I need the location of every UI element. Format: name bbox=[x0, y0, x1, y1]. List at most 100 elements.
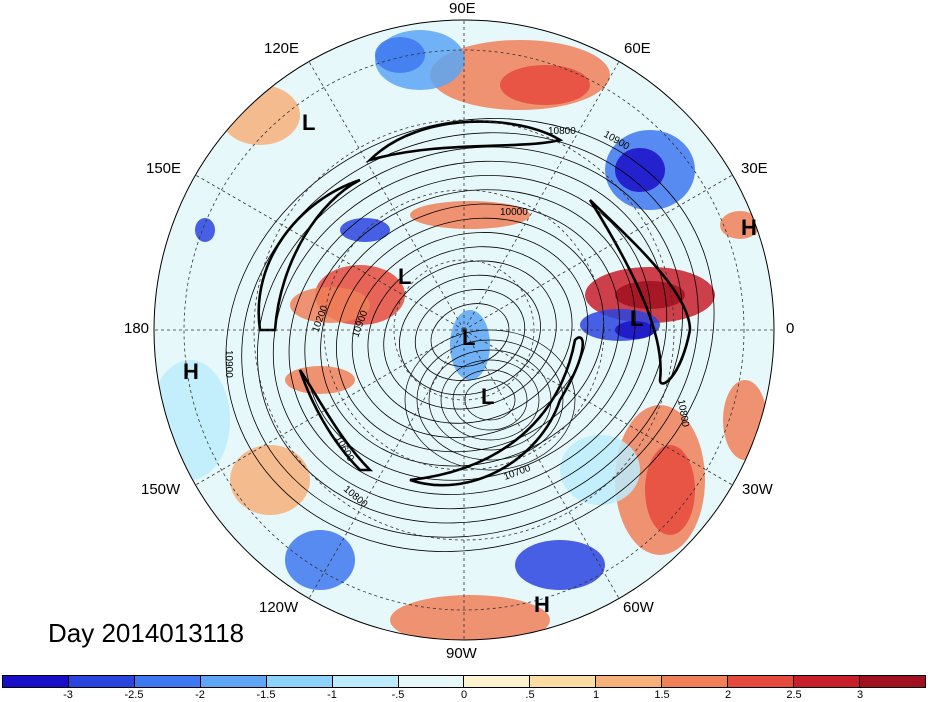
height-contour bbox=[383, 260, 557, 410]
jet-contour bbox=[298, 369, 374, 472]
meridian bbox=[195, 174, 465, 331]
height-contour bbox=[351, 232, 589, 438]
meridian bbox=[463, 329, 733, 486]
colorbar-swatch bbox=[398, 676, 465, 687]
lon-label-150e: 150E bbox=[146, 160, 182, 177]
colorbar-swatch bbox=[332, 676, 399, 687]
meridian bbox=[308, 61, 465, 331]
high-pressure-marker: H bbox=[534, 592, 550, 617]
anomaly-patch bbox=[220, 85, 300, 145]
colorbar-tick-label: -1 bbox=[327, 689, 337, 701]
meridian bbox=[308, 329, 465, 599]
colorbar-tick-label: -2.5 bbox=[124, 689, 144, 701]
colorbar-tick-label: -3 bbox=[63, 689, 73, 701]
colorbar-swatch bbox=[662, 676, 729, 687]
height-contour bbox=[335, 217, 605, 453]
geopotential-contours bbox=[225, 118, 715, 552]
meridian bbox=[463, 329, 620, 599]
height-contour bbox=[272, 160, 668, 510]
colorbar-swatch bbox=[266, 676, 333, 687]
lon-label-90e: 90E bbox=[449, 0, 476, 17]
colorbar-swatch bbox=[859, 676, 925, 687]
colorbar-swatch bbox=[728, 676, 795, 687]
contour-value-label: 10000 bbox=[500, 207, 528, 218]
colorbar-tick-label: -2 bbox=[195, 689, 205, 701]
lon-label-150w: 150W bbox=[141, 481, 181, 498]
colorbar-tick-label: 3 bbox=[856, 689, 864, 701]
latitude-circle bbox=[183, 49, 745, 611]
colorbar-tick-label: 2.5 bbox=[786, 689, 802, 701]
height-contour bbox=[257, 146, 683, 524]
meridian bbox=[463, 174, 733, 331]
jet-contour bbox=[409, 336, 584, 487]
low-pressure-marker: L bbox=[398, 264, 412, 289]
lon-label-90w: 90W bbox=[446, 645, 477, 662]
anomaly-patch bbox=[720, 211, 760, 239]
colorbar-swatch bbox=[200, 676, 267, 687]
lon-label-60w: 60W bbox=[623, 599, 654, 616]
height-contour bbox=[225, 118, 715, 552]
colorbar-swatch bbox=[3, 676, 69, 687]
day-label: Day 2014013118 bbox=[48, 618, 245, 648]
colorbar-swatch bbox=[530, 676, 597, 687]
latitude-circle bbox=[323, 189, 605, 471]
high-pressure-marker: H bbox=[741, 215, 757, 240]
graticule bbox=[154, 20, 774, 640]
low-pressure-marker: L bbox=[462, 325, 476, 350]
low-pressure-marker: L bbox=[302, 110, 316, 135]
colorbar-tick-label: 2 bbox=[724, 689, 732, 701]
colorbar-tick-label: .5 bbox=[525, 689, 535, 701]
height-contour bbox=[416, 339, 564, 461]
jet-contour bbox=[588, 199, 692, 385]
lon-label-0: 0 bbox=[786, 320, 795, 337]
anomaly-patch bbox=[500, 65, 590, 105]
anomaly-patch bbox=[195, 218, 215, 242]
colorbar-swatch bbox=[464, 676, 531, 687]
contour-value-label: 10900 bbox=[223, 350, 234, 378]
colorbar-tick-label: -1.5 bbox=[256, 689, 276, 701]
anomaly-patch bbox=[615, 281, 685, 309]
anomaly-patch bbox=[560, 435, 640, 505]
anomaly-patch bbox=[390, 595, 550, 640]
anomaly-patch bbox=[410, 201, 530, 229]
anomaly-patch bbox=[515, 540, 605, 590]
height-contour bbox=[399, 274, 541, 396]
map-boundary bbox=[153, 19, 775, 641]
meridian bbox=[463, 61, 620, 331]
height-contour bbox=[288, 175, 652, 495]
colorbar-tick-label: 1 bbox=[592, 689, 600, 701]
colorbar-swatch bbox=[134, 676, 201, 687]
jet-contour bbox=[257, 178, 361, 332]
meridian bbox=[195, 329, 465, 486]
anomaly-patch bbox=[645, 445, 695, 535]
height-contour bbox=[414, 289, 526, 381]
anomaly-patch bbox=[450, 310, 490, 380]
jet-contour bbox=[365, 120, 564, 163]
colorbar bbox=[2, 675, 926, 688]
lon-label-120e: 120E bbox=[264, 40, 300, 57]
height-contour bbox=[452, 369, 528, 431]
colorbar-swatch bbox=[68, 676, 135, 687]
latitude-circle bbox=[253, 119, 675, 541]
anomaly-patch bbox=[615, 148, 665, 192]
colorbar-swatch bbox=[794, 676, 860, 687]
anomaly-patch bbox=[285, 366, 355, 394]
contour-value-label: 10800 bbox=[675, 399, 691, 429]
height-contour bbox=[320, 203, 620, 467]
colorbar-tick-label: -.5 bbox=[391, 689, 405, 701]
lon-label-30e: 30E bbox=[741, 160, 768, 177]
height-contour bbox=[304, 189, 636, 481]
lon-label-180: 180 bbox=[124, 320, 150, 337]
latitude-circle bbox=[393, 259, 535, 401]
lon-label-60e: 60E bbox=[624, 40, 651, 57]
height-contour bbox=[241, 132, 699, 538]
colorbar-swatch bbox=[596, 676, 663, 687]
colorbar-tick-label: 1.5 bbox=[654, 689, 670, 701]
lon-label-120w: 120W bbox=[259, 599, 299, 616]
high-pressure-marker: H bbox=[183, 359, 199, 384]
jet-stream-contours bbox=[257, 120, 692, 487]
low-pressure-marker: L bbox=[630, 306, 644, 331]
anomaly-patch bbox=[230, 445, 310, 515]
anomaly-patch bbox=[375, 37, 425, 73]
